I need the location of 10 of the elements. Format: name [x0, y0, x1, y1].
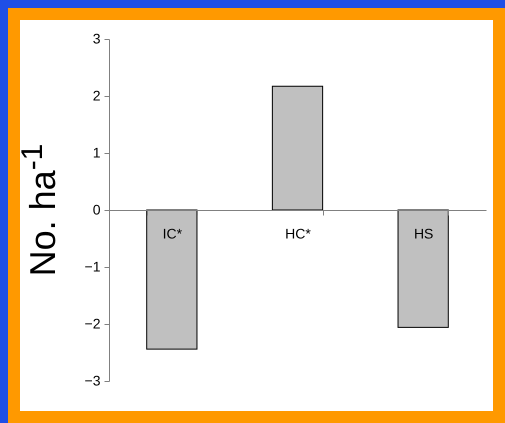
y-tick-label: −1 [84, 258, 101, 274]
x-tick-label: IC* [162, 226, 183, 242]
x-tick-label: HS [414, 226, 434, 242]
y-tick-label: −2 [84, 316, 101, 332]
y-tick-label: 0 [92, 202, 101, 218]
y-tick-label: −3 [84, 372, 101, 388]
y-tick-label: 1 [92, 144, 101, 160]
x-tick-label: HC* [285, 226, 312, 242]
y-tick-label: 2 [92, 88, 101, 104]
y-tick-label: 3 [92, 30, 101, 46]
